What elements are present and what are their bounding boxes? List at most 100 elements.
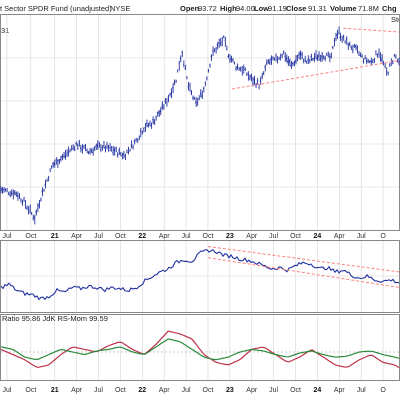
low-label: Low: [254, 4, 269, 13]
price-bar-tick: [50, 165, 52, 168]
price-bar-tick: [318, 53, 320, 58]
price-bar-tick: [268, 61, 271, 64]
price-bar-tick: [159, 109, 162, 113]
price-bar-tick: [172, 86, 174, 90]
price-bar-tick: [153, 120, 155, 124]
price-x-tick-1: Oct: [25, 233, 36, 240]
price-bar-tick: [152, 118, 154, 122]
price-bar-tick: [133, 140, 135, 144]
volume-label: Volume: [330, 4, 357, 13]
price-bar-tick: [310, 55, 312, 59]
price-bar-tick: [218, 42, 220, 45]
bottom-x-tick-3: Apr: [71, 387, 83, 394]
price-bar-tick: [75, 142, 77, 145]
price-bar-tick: [299, 52, 301, 56]
price-bar-tick: [104, 147, 106, 150]
price-bar-tick: [291, 62, 294, 66]
price-bar-tick: [53, 162, 56, 166]
price-bar-tick: [72, 147, 74, 149]
price-x-tick-4: Jul: [94, 233, 103, 240]
price-bar-tick: [147, 124, 149, 127]
price-bar-tick: [142, 128, 145, 130]
price-bar-tick: [10, 191, 13, 194]
price-bar-tick: [324, 56, 326, 60]
price-bar-tick: [161, 104, 163, 108]
price-bar-tick: [348, 42, 351, 46]
price-bar-tick: [35, 210, 37, 215]
price-bar-tick: [167, 96, 169, 99]
price-bar-tick: [362, 60, 364, 63]
price-bar-tick: [107, 146, 109, 148]
bottom-x-tick-10: 23: [226, 387, 234, 394]
price-bar-tick: [230, 57, 232, 60]
price-bar-tick: [207, 69, 209, 72]
price-bar-tick: [38, 202, 40, 207]
open-value: 93.72: [198, 4, 217, 13]
price-x-tick-11: Apr: [246, 233, 258, 240]
bottom-x-tick-2: 21: [51, 387, 59, 394]
price-bar-tick: [327, 54, 329, 57]
grid-lines: [1, 15, 399, 380]
price-bar-tick: [307, 58, 309, 62]
price-bar-tick: [253, 78, 255, 83]
chg-label: Chg: [382, 4, 397, 13]
price-bar-tick: [285, 57, 288, 61]
price-x-tick-9: Oct: [203, 233, 214, 240]
price-bar-tick: [208, 64, 211, 67]
exchange-label: NYSE: [110, 4, 130, 13]
price-bar-tick: [33, 216, 36, 219]
rs-channel-upper: [207, 245, 400, 273]
price-bar-tick: [95, 145, 97, 148]
bottom-x-tick-6: 22: [138, 387, 146, 394]
price-bar-tick: [16, 194, 19, 197]
price-bar-tick: [342, 36, 344, 38]
price-bar-tick: [371, 60, 374, 63]
price-bar-tick: [67, 152, 69, 154]
price-bar-tick: [311, 58, 314, 61]
price-bar-tick: [210, 55, 212, 59]
price-resistance-line: [343, 27, 400, 33]
price-bar-tick: [150, 124, 152, 126]
price-bar-tick: [216, 44, 218, 48]
price-bar-tick: [235, 68, 237, 70]
price-bar-tick: [239, 67, 241, 70]
price-bar-tick: [113, 148, 115, 151]
rs-line: [0, 249, 400, 301]
price-bar-tick: [202, 87, 205, 90]
price-bar-tick: [330, 55, 332, 58]
price-bar-tick: [322, 56, 324, 58]
price-bar-tick: [19, 199, 22, 201]
price-bar-tick: [132, 145, 134, 148]
price-bar-tick: [279, 57, 281, 59]
price-bar-tick: [370, 59, 372, 63]
price-bar-tick: [219, 43, 221, 45]
price-bar-tick: [287, 58, 289, 64]
price-bar-tick: [62, 155, 65, 157]
rrg-series: [0, 330, 400, 369]
price-bar-tick: [29, 209, 31, 211]
price-bar-tick: [76, 144, 79, 147]
price-x-tick-13: Oct: [290, 233, 301, 240]
price-x-tick-2: 21: [51, 233, 59, 240]
price-bar-tick: [351, 49, 354, 51]
price-bar-tick: [336, 33, 338, 36]
price-bar-tick: [170, 91, 172, 95]
price-bar-tick: [298, 53, 300, 56]
price-bar-tick: [328, 56, 331, 59]
price-x-tick-6: 22: [138, 233, 146, 240]
price-bar-tick: [145, 122, 148, 125]
price-x-tick-3: Apr: [71, 233, 83, 240]
price-bar-tick: [275, 55, 277, 57]
price-bar-tick: [79, 147, 82, 150]
price-bar-tick: [331, 46, 334, 49]
price-bar-tick: [15, 192, 17, 196]
price-series: [0, 26, 400, 225]
price-bar-tick: [181, 52, 183, 54]
price-bar-tick: [321, 55, 323, 60]
price-bar-tick: [164, 100, 166, 103]
price-bar-tick: [345, 38, 348, 41]
price-bar-tick: [308, 59, 311, 61]
rrg-momentum-line: [0, 338, 400, 361]
